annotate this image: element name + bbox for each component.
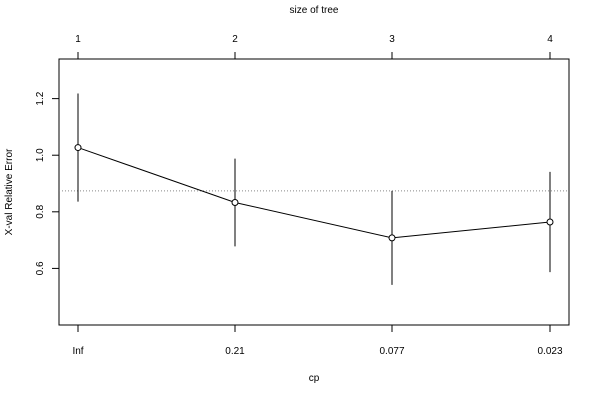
data-point — [231, 198, 239, 206]
y-tick-label: 0.6 — [35, 261, 46, 275]
x-tick-label: 0.077 — [379, 346, 404, 357]
data-point — [546, 218, 554, 226]
top-tick-label: 1 — [75, 34, 81, 45]
top-tick-label: 3 — [389, 34, 395, 45]
y-tick-label: 1.2 — [35, 91, 46, 105]
top-axis-title: size of tree — [290, 5, 339, 16]
top-tick-label: 4 — [547, 34, 553, 45]
top-tick-label: 2 — [232, 34, 238, 45]
data-point — [388, 234, 396, 242]
y-tick-label: 1.0 — [35, 148, 46, 162]
x-tick-label: 0.023 — [537, 346, 562, 357]
series-line — [77, 147, 551, 239]
series-points — [74, 144, 554, 242]
x-tick-label: Inf — [72, 346, 83, 357]
x-axis-title: cp — [309, 373, 320, 384]
axis-ticks — [52, 52, 551, 332]
error-bars — [77, 93, 551, 285]
y-tick-label: 0.8 — [35, 204, 46, 218]
x-tick-label: 0.21 — [225, 346, 245, 357]
plot-frame — [58, 58, 570, 326]
y-axis-title: X-val Relative Error — [4, 148, 15, 235]
data-point — [74, 144, 82, 152]
